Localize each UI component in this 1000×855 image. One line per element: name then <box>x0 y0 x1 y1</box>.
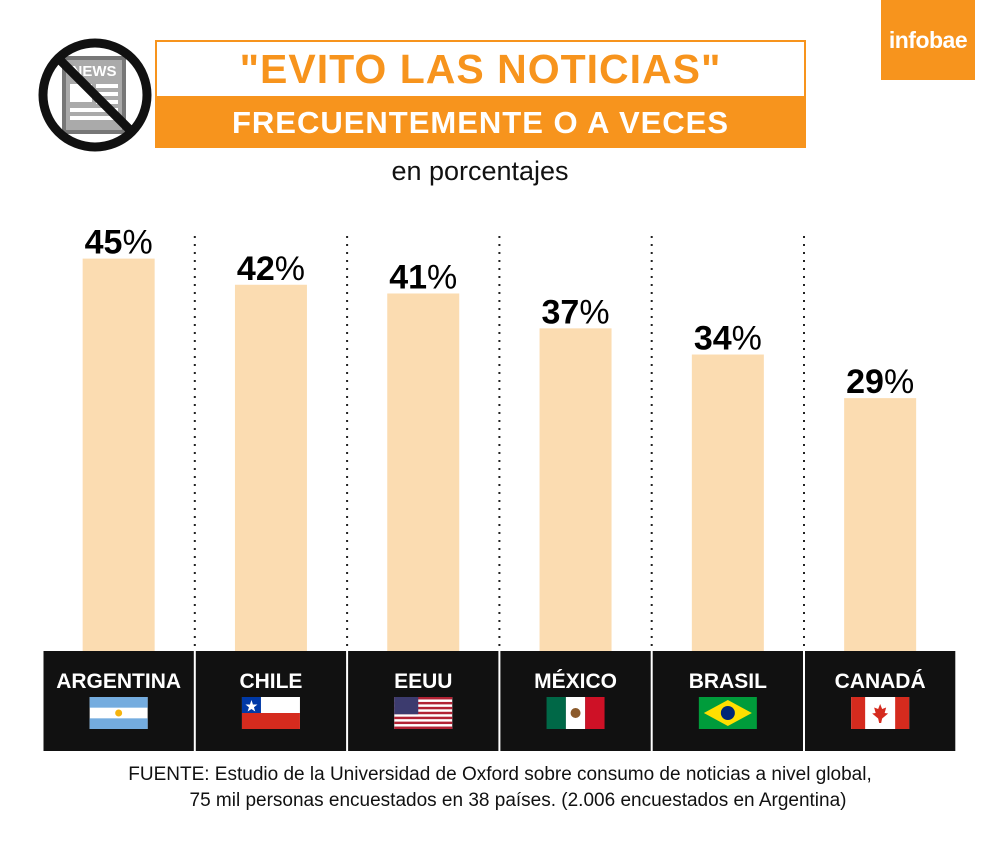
bar-chile <box>234 284 307 651</box>
source-note: FUENTE: Estudio de la Universidad de Oxf… <box>0 762 1000 814</box>
bar-argentina <box>82 258 155 651</box>
value-label: 29% <box>846 363 914 401</box>
svg-text:NEWS: NEWS <box>72 63 117 80</box>
value-label: 42% <box>237 250 305 288</box>
source-line-2: 75 mil personas encuestados en 38 países… <box>189 790 847 811</box>
value-label: 41% <box>389 258 457 296</box>
bar-méxico <box>539 328 612 651</box>
chile-flag-icon <box>241 697 300 729</box>
bar-chart: 45% ARGENTINA 42% CHILE 41% EEUU 37% MÉXICO 34% B… <box>43 224 956 751</box>
bar-canadá <box>844 398 917 651</box>
value-label: 37% <box>542 293 610 331</box>
no-news-icon: NEWS <box>38 38 152 152</box>
chart-subtitle: en porcentajes <box>391 156 569 186</box>
infobae-logo: infobae <box>881 0 975 80</box>
chart-title: "EVITO LAS NOTICIAS" <box>155 40 806 98</box>
brazil-flag-icon <box>698 697 757 729</box>
chart-title-line2: FRECUENTEMENTE O A VECES <box>155 98 806 148</box>
category-label: BRASIL <box>689 670 767 693</box>
canada-flag-icon <box>851 697 910 729</box>
mexico-flag-icon <box>546 697 605 729</box>
usa-flag-icon <box>394 697 453 729</box>
category-label: EEUU <box>394 670 452 693</box>
category-label: CANADÁ <box>835 670 926 693</box>
value-label: 45% <box>85 224 153 262</box>
category-label: ARGENTINA <box>56 670 181 693</box>
bar-brasil <box>691 354 764 651</box>
bar-eeuu <box>387 293 460 651</box>
category-label: CHILE <box>239 670 302 693</box>
value-label: 34% <box>694 320 762 358</box>
category-label: MÉXICO <box>534 670 617 693</box>
argentina-flag-icon <box>89 697 148 729</box>
source-line-1: FUENTE: Estudio de la Universidad de Oxf… <box>128 764 872 785</box>
